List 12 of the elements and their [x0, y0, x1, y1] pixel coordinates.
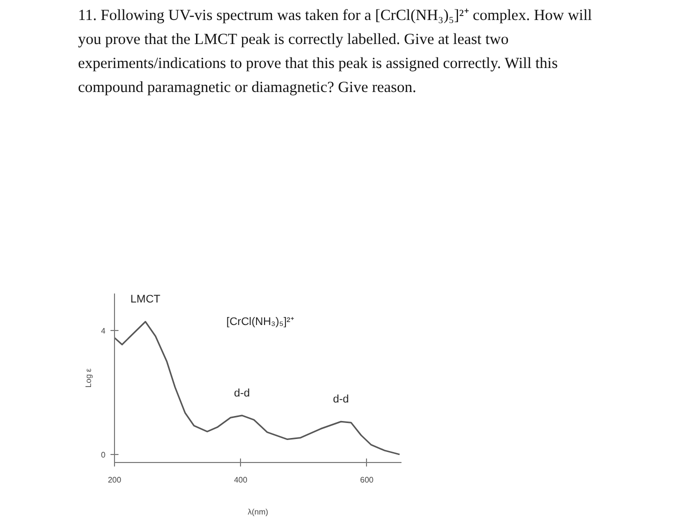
x-axis-title: λ(nm) — [248, 508, 269, 516]
x-tick-label: 400 — [234, 476, 248, 484]
chart-title: 11. Following UV-vis spectrum was taken for a [CrCl(NH₃)₅]²⁺ complex. How will you prove that the LMCT peak is correctly labelled. Give at least two experiments/indications to prove that this peak is assigned correctly. Will this compound paramagnetic or diamagnetic? Give reason. — [78, 6, 593, 98]
annotation: d-d — [332, 394, 349, 406]
x-tick-label: 600 — [360, 476, 374, 484]
annotation: [CrCl(NH₃)₅]²⁺ — [226, 316, 294, 328]
annotation: LMCT — [130, 294, 161, 306]
y-tick-label: 0 — [101, 450, 106, 460]
y-tick-label: 4 — [101, 326, 106, 336]
x-tick-label: 200 — [108, 476, 122, 484]
annotation: d-d — [234, 387, 250, 400]
y-axis-title: Log ε — [84, 368, 94, 388]
